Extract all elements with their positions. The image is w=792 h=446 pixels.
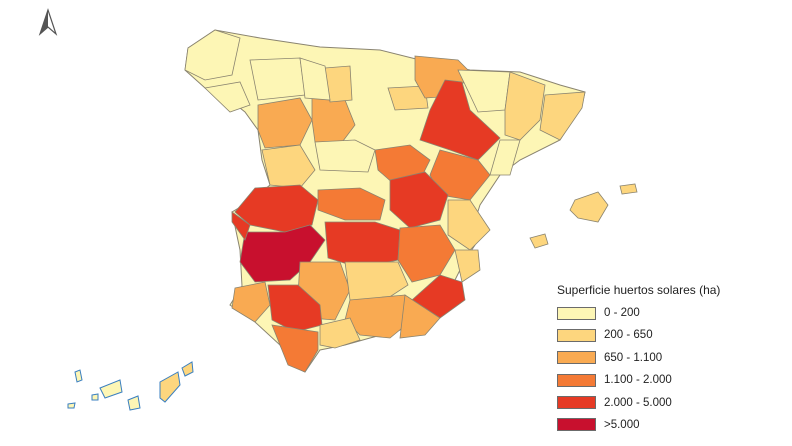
province-huelva-west (231, 211, 251, 241)
province-huesca (457, 69, 511, 113)
legend-swatch (557, 328, 596, 342)
island-tenerife (99, 379, 123, 399)
legend-label: 200 - 650 (604, 329, 653, 342)
north-arrow-icon (38, 8, 58, 36)
province-jaen (344, 261, 409, 301)
province-huelva (231, 281, 271, 323)
province-palencia (299, 57, 331, 101)
provinces (184, 29, 586, 373)
balearic-islands (529, 183, 638, 249)
island-lapalma (74, 369, 83, 383)
province-segovia (314, 139, 376, 173)
province-cuenca (389, 171, 449, 229)
canary-islands (67, 361, 194, 411)
island-menorca (619, 183, 638, 195)
legend-label: 1.100 - 2.000 (604, 374, 672, 387)
legend-item: 200 - 650 (557, 327, 767, 343)
legend-swatch (557, 418, 596, 432)
legend-label: 2.000 - 5.000 (604, 396, 672, 409)
legend-item: 2.000 - 5.000 (557, 395, 767, 411)
island-mallorca (569, 191, 609, 223)
legend-item: >5.000 (557, 417, 767, 433)
province-tarragona (489, 139, 521, 176)
legend-title: Superficie huertos solares (ha) (557, 283, 721, 297)
map-legend: Superficie huertos solares (ha) 0 - 200 2… (557, 283, 767, 439)
province-orense (204, 81, 251, 113)
legend-item: 1.100 - 2.000 (557, 372, 767, 388)
province-malaga (319, 317, 361, 349)
island-gomera (91, 393, 99, 401)
island-ibiza (529, 233, 549, 249)
legend-swatch (557, 396, 596, 410)
legend-label: >5.000 (604, 418, 640, 431)
legend-swatch (557, 373, 596, 387)
province-murcia (411, 274, 466, 319)
island-grancanaria (127, 395, 141, 411)
island-hierro (67, 402, 76, 409)
legend-swatch (557, 306, 596, 320)
province-cadiz (271, 324, 319, 373)
legend-item: 0 - 200 (557, 305, 767, 321)
legend-label: 650 - 1.100 (604, 351, 663, 364)
province-toledo (317, 187, 386, 221)
province-valencia (447, 199, 491, 251)
province-barcelona (539, 91, 586, 141)
legend-swatch (557, 351, 596, 365)
province-alicante (454, 249, 481, 283)
island-lanzarote (181, 361, 194, 377)
province-leon (249, 57, 306, 101)
province-galicia-north (184, 29, 241, 81)
island-fuerteventura (159, 371, 181, 403)
province-soria-area (387, 85, 429, 111)
province-salamanca (261, 144, 316, 189)
province-almeria (399, 294, 441, 339)
legend-item: 650 - 1.100 (557, 350, 767, 366)
legend-label: 0 - 200 (604, 307, 640, 319)
